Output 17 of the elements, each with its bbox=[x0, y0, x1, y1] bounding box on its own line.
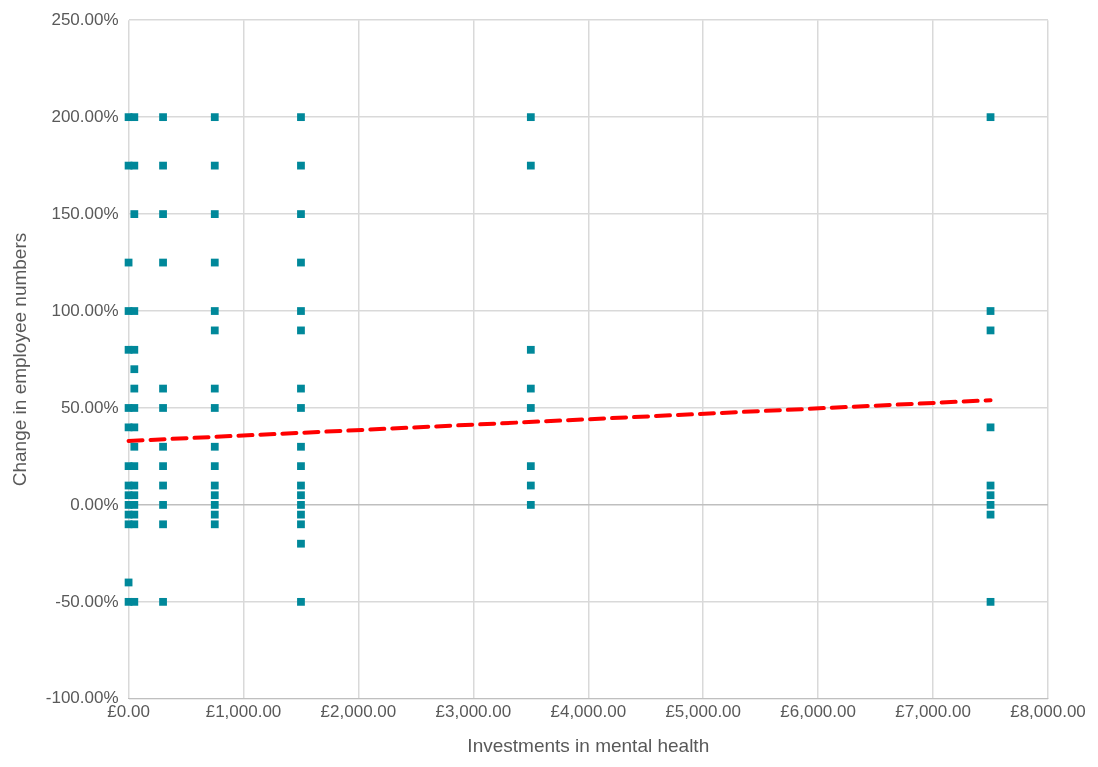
x-tick-label: £8,000.00 bbox=[1010, 701, 1086, 721]
x-tick-label: £4,000.00 bbox=[550, 701, 627, 721]
y-tick-label: 250.00% bbox=[51, 9, 119, 29]
x-tick-label: £5,000.00 bbox=[665, 701, 742, 721]
x-axis-title: Investments in mental health bbox=[467, 734, 710, 756]
x-tick-label: £1,000.00 bbox=[205, 701, 282, 721]
x-tick-label: £2,000.00 bbox=[320, 701, 397, 721]
x-tick-label: £3,000.00 bbox=[435, 701, 512, 721]
x-tick-label: £7,000.00 bbox=[895, 701, 971, 721]
y-axis-title: Change in employee numbers bbox=[8, 232, 30, 487]
y-tick-label: 150.00% bbox=[51, 203, 119, 223]
x-tick-label: £6,000.00 bbox=[780, 701, 856, 721]
y-tick-label: 0.00% bbox=[70, 494, 119, 514]
y-tick-label: 100.00% bbox=[51, 300, 119, 320]
y-tick-label: 200.00% bbox=[51, 106, 119, 126]
y-tick-label: 50.00% bbox=[60, 397, 119, 417]
y-tick-label: -50.00% bbox=[55, 591, 119, 611]
